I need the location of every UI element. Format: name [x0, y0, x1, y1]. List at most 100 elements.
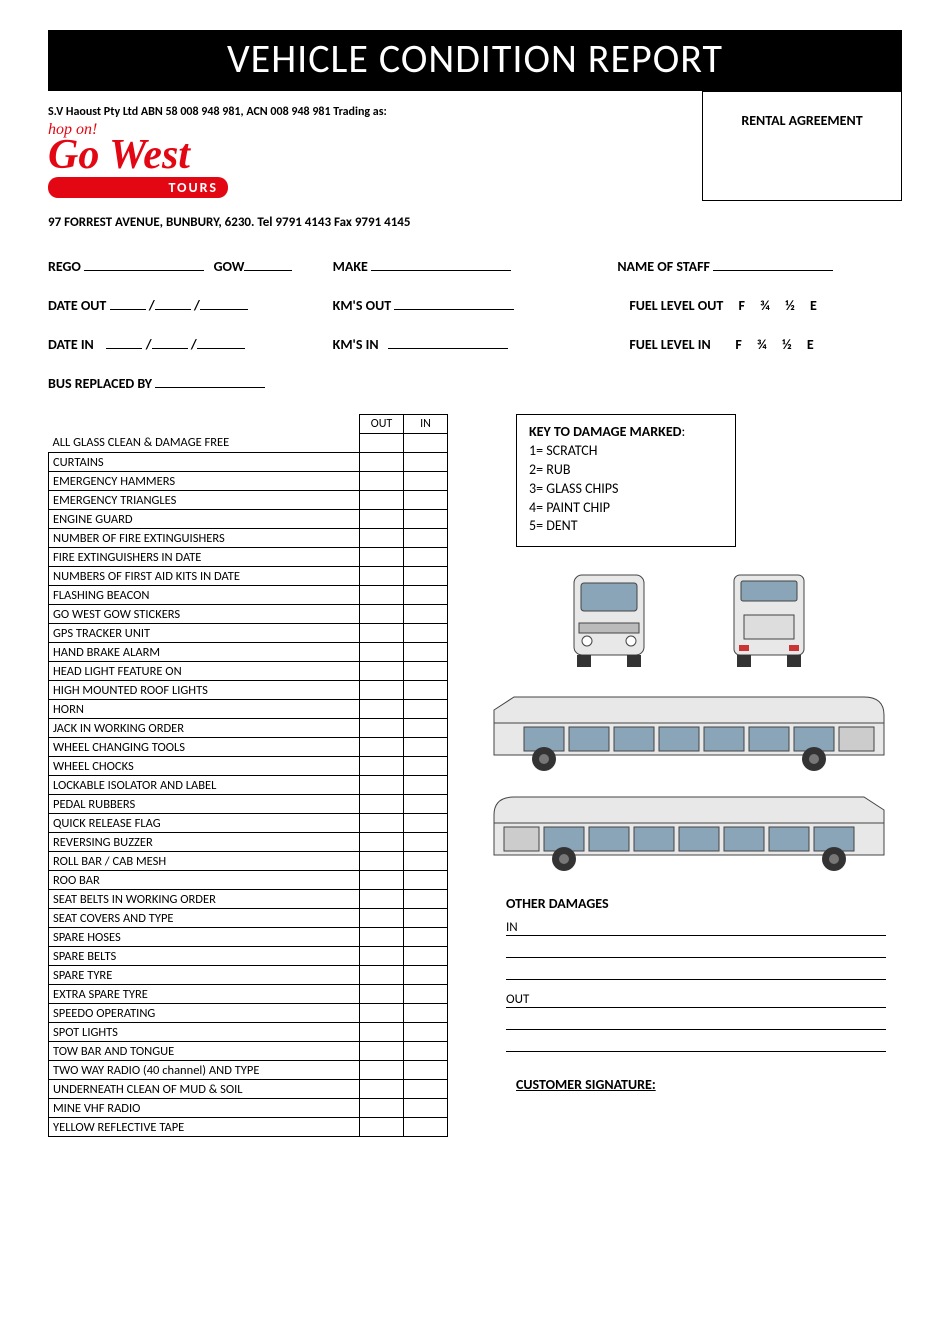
checklist-in-cell[interactable]	[404, 491, 448, 510]
checklist-out-cell[interactable]	[360, 890, 404, 909]
checklist-out-cell[interactable]	[360, 586, 404, 605]
checklist-out-cell[interactable]	[360, 681, 404, 700]
checklist-in-cell[interactable]	[404, 586, 448, 605]
checklist-out-cell[interactable]	[360, 548, 404, 567]
checklist-out-cell[interactable]	[360, 643, 404, 662]
bus-front-icon[interactable]	[559, 565, 659, 675]
checklist-in-cell[interactable]	[404, 928, 448, 947]
checklist-out-cell[interactable]	[360, 624, 404, 643]
checklist-in-cell[interactable]	[404, 605, 448, 624]
checklist-in-cell[interactable]	[404, 510, 448, 529]
field-kms-in[interactable]: KM'S IN	[333, 336, 618, 353]
other-damages-in-line-1[interactable]: IN	[506, 918, 886, 936]
checklist-in-cell[interactable]	[404, 662, 448, 681]
checklist-in-cell[interactable]	[404, 1099, 448, 1118]
checklist-in-cell[interactable]	[404, 643, 448, 662]
checklist-in-cell[interactable]	[404, 453, 448, 472]
other-damages-out-line-1[interactable]: OUT	[506, 990, 886, 1008]
field-date-out[interactable]: DATE OUT / /	[48, 297, 333, 314]
checklist-in-cell[interactable]	[404, 947, 448, 966]
checklist-out-cell[interactable]	[360, 491, 404, 510]
checklist-in-cell[interactable]	[404, 1061, 448, 1080]
checklist-out-cell[interactable]	[360, 909, 404, 928]
field-staff[interactable]: NAME OF STAFF	[617, 258, 902, 275]
checklist-out-cell[interactable]	[360, 833, 404, 852]
checklist-out-cell[interactable]	[360, 700, 404, 719]
checklist-out-cell[interactable]	[360, 1080, 404, 1099]
other-damages-out-line-2[interactable]	[506, 1012, 886, 1030]
checklist-out-cell[interactable]	[360, 662, 404, 681]
checklist-in-cell[interactable]	[404, 624, 448, 643]
checklist-in-cell[interactable]	[404, 719, 448, 738]
field-fuel-in[interactable]: FUEL LEVEL IN F ¾ ½ E	[617, 336, 902, 353]
checklist-in-cell[interactable]	[404, 1004, 448, 1023]
checklist-in-cell[interactable]	[404, 966, 448, 985]
fuel-opt-34[interactable]: ¾	[760, 297, 770, 314]
checklist-in-cell[interactable]	[404, 985, 448, 1004]
checklist-out-cell[interactable]	[360, 567, 404, 586]
checklist-in-cell[interactable]	[404, 434, 448, 453]
field-bus-replaced[interactable]: BUS REPLACED BY	[48, 375, 902, 392]
checklist-out-cell[interactable]	[360, 795, 404, 814]
other-damages-in-line-2[interactable]	[506, 940, 886, 958]
checklist-in-cell[interactable]	[404, 890, 448, 909]
other-damages-out-line-3[interactable]	[506, 1034, 886, 1052]
checklist-in-cell[interactable]	[404, 795, 448, 814]
checklist-out-cell[interactable]	[360, 1061, 404, 1080]
checklist-in-cell[interactable]	[404, 852, 448, 871]
checklist-out-cell[interactable]	[360, 852, 404, 871]
checklist-out-cell[interactable]	[360, 871, 404, 890]
checklist-out-cell[interactable]	[360, 1042, 404, 1061]
checklist-in-cell[interactable]	[404, 757, 448, 776]
checklist-in-cell[interactable]	[404, 814, 448, 833]
checklist-out-cell[interactable]	[360, 947, 404, 966]
checklist-in-cell[interactable]	[404, 567, 448, 586]
other-damages-in-line-3[interactable]	[506, 962, 886, 980]
checklist-in-cell[interactable]	[404, 738, 448, 757]
fuel-opt-e[interactable]: E	[810, 297, 817, 314]
checklist-in-cell[interactable]	[404, 1080, 448, 1099]
field-make[interactable]: MAKE	[333, 258, 618, 275]
customer-signature-label[interactable]: CUSTOMER SIGNATURE:	[476, 1076, 902, 1093]
field-date-in[interactable]: DATE IN / /	[48, 336, 333, 353]
checklist-out-cell[interactable]	[360, 605, 404, 624]
checklist-out-cell[interactable]	[360, 985, 404, 1004]
checklist-out-cell[interactable]	[360, 1004, 404, 1023]
checklist-out-cell[interactable]	[360, 757, 404, 776]
bus-rear-icon[interactable]	[719, 565, 819, 675]
checklist-in-cell[interactable]	[404, 529, 448, 548]
field-fuel-out[interactable]: FUEL LEVEL OUT F ¾ ½ E	[617, 297, 902, 314]
checklist-in-cell[interactable]	[404, 1023, 448, 1042]
checklist-in-cell[interactable]	[404, 776, 448, 795]
checklist-in-cell[interactable]	[404, 909, 448, 928]
checklist-out-cell[interactable]	[360, 453, 404, 472]
bus-right-side-icon[interactable]	[484, 785, 894, 875]
checklist-in-cell[interactable]	[404, 472, 448, 491]
checklist-out-cell[interactable]	[360, 434, 404, 453]
checklist-in-cell[interactable]	[404, 871, 448, 890]
fuel-opt-f[interactable]: F	[738, 297, 744, 314]
checklist-out-cell[interactable]	[360, 510, 404, 529]
checklist-out-cell[interactable]	[360, 966, 404, 985]
checklist-in-cell[interactable]	[404, 548, 448, 567]
fuel-opt-12[interactable]: ½	[785, 297, 795, 314]
checklist-out-cell[interactable]	[360, 738, 404, 757]
checklist-out-cell[interactable]	[360, 719, 404, 738]
checklist-in-cell[interactable]	[404, 833, 448, 852]
checklist-in-cell[interactable]	[404, 681, 448, 700]
bus-left-side-icon[interactable]	[484, 685, 894, 775]
checklist-out-cell[interactable]	[360, 1099, 404, 1118]
field-rego[interactable]: REGO GOW	[48, 258, 333, 275]
fuel-in-opt-34[interactable]: ¾	[757, 336, 767, 353]
checklist-out-cell[interactable]	[360, 1023, 404, 1042]
checklist-in-cell[interactable]	[404, 1118, 448, 1137]
checklist-in-cell[interactable]	[404, 700, 448, 719]
fuel-in-opt-f[interactable]: F	[735, 336, 741, 353]
checklist-out-cell[interactable]	[360, 529, 404, 548]
field-kms-out[interactable]: KM'S OUT	[333, 297, 618, 314]
checklist-out-cell[interactable]	[360, 1118, 404, 1137]
checklist-out-cell[interactable]	[360, 814, 404, 833]
checklist-out-cell[interactable]	[360, 928, 404, 947]
fuel-in-opt-12[interactable]: ½	[782, 336, 792, 353]
rental-agreement-box[interactable]: RENTAL AGREEMENT	[702, 91, 902, 201]
